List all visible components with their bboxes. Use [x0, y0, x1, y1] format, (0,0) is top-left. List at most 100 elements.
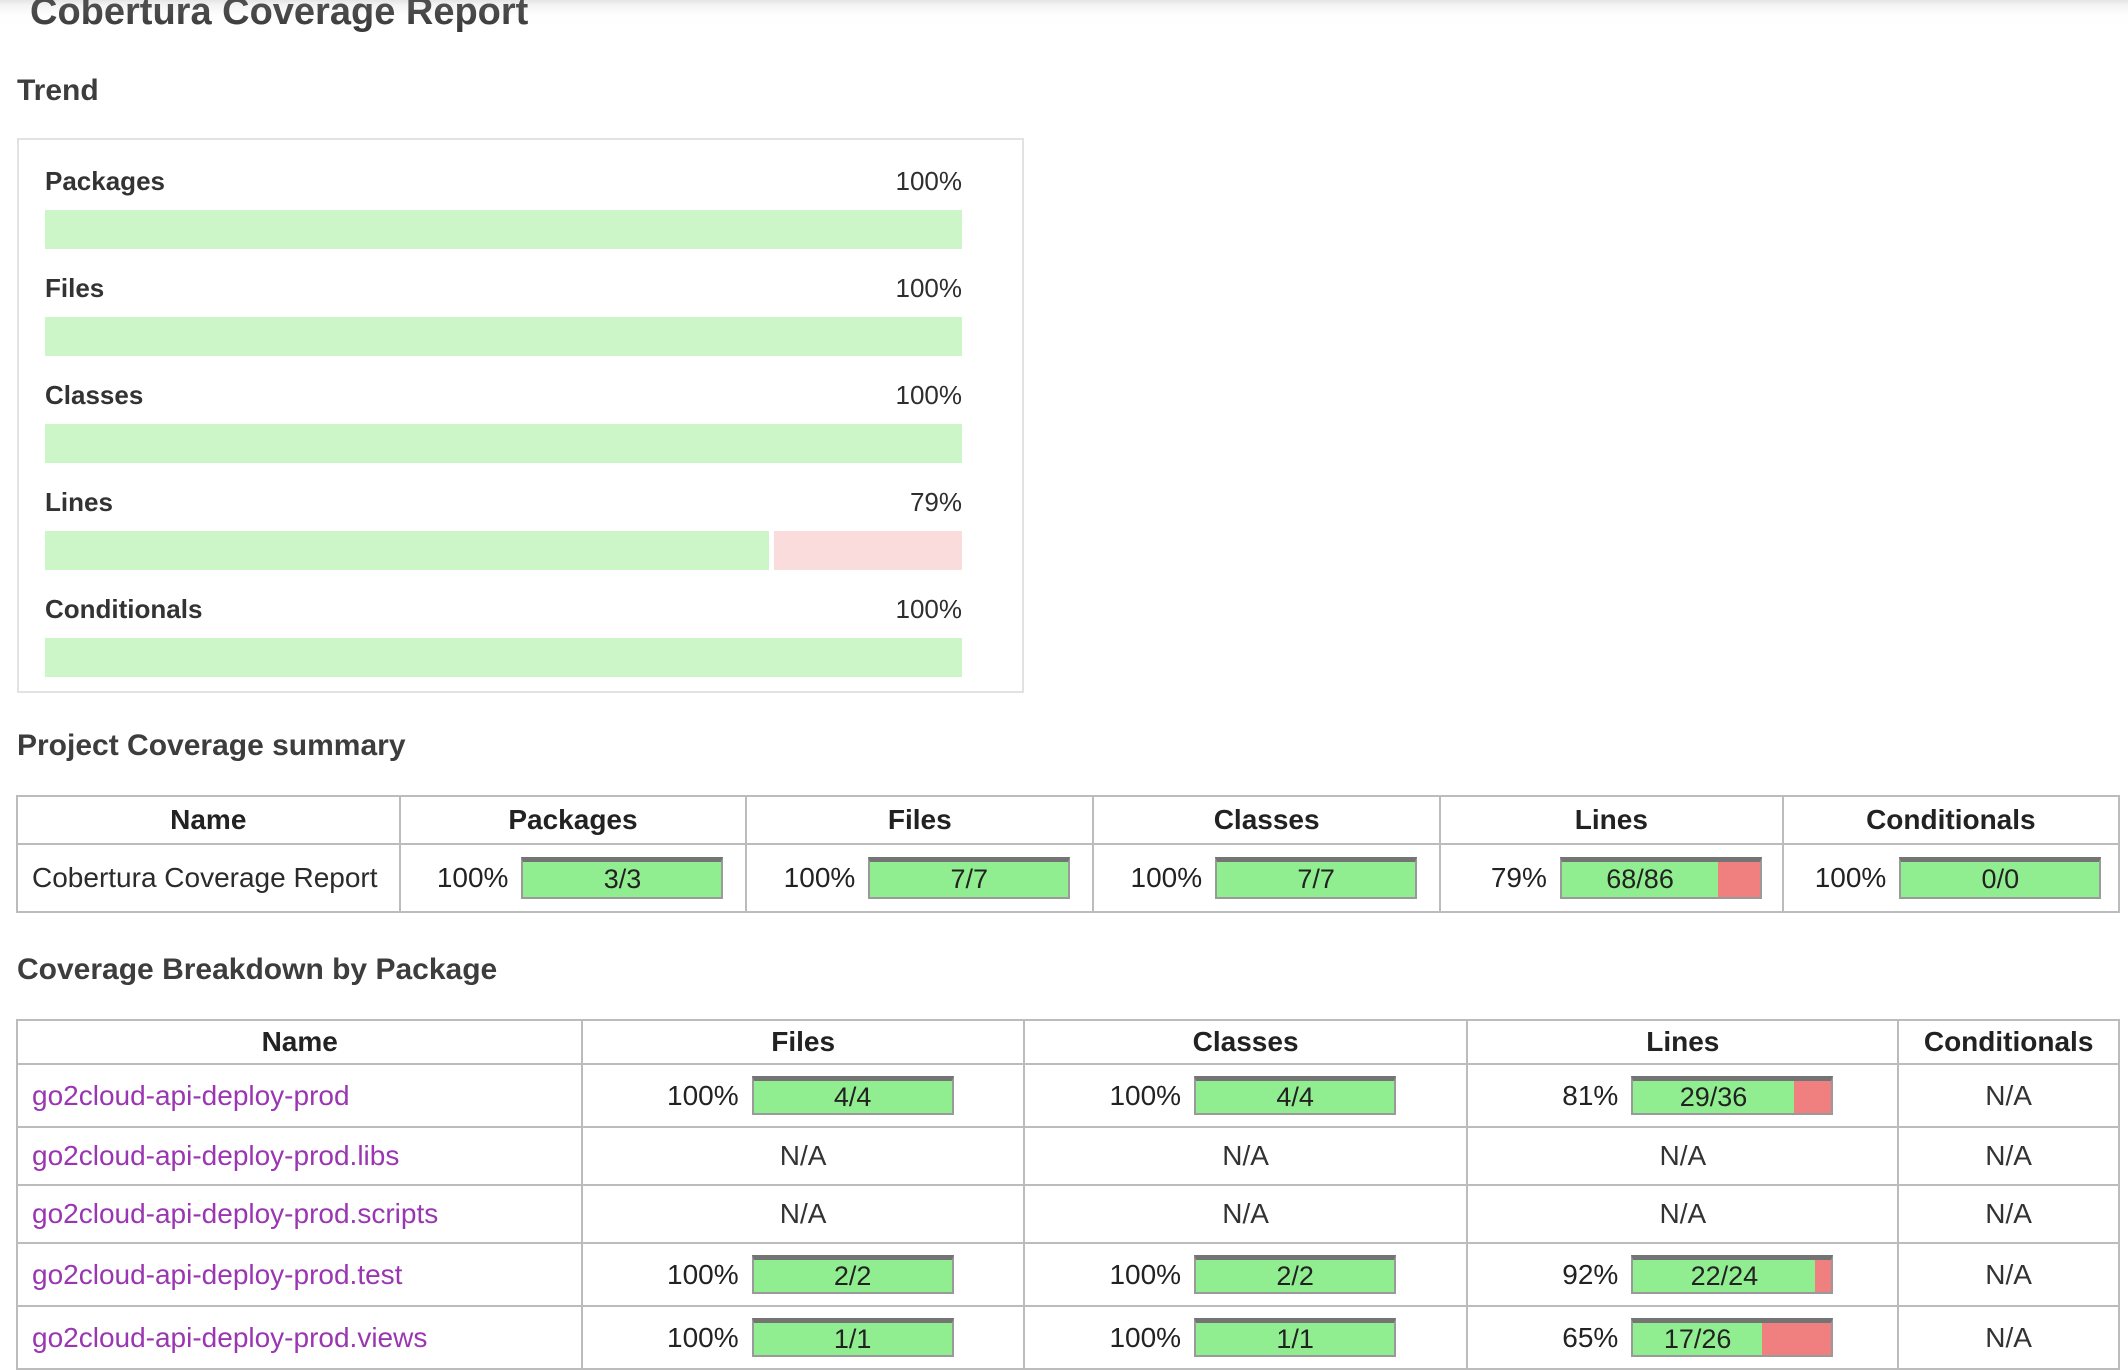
package-link[interactable]: go2cloud-api-deploy-prod.libs: [32, 1140, 400, 1171]
package-link[interactable]: go2cloud-api-deploy-prod.scripts: [32, 1198, 439, 1229]
trend-row-labels: Packages 100%: [45, 166, 962, 197]
page-title: Cobertura Coverage Report: [30, 0, 529, 33]
column-header-files: Files: [581, 1019, 1025, 1065]
trend-row-labels: Lines 79%: [45, 487, 962, 518]
name-cell: go2cloud-api-deploy-prod: [15, 1063, 584, 1128]
trend-row: Conditionals 100%: [45, 594, 962, 677]
coverage-ratio-bar: 68/86: [1559, 857, 1762, 899]
column-header-lines: Lines: [1439, 795, 1784, 845]
coverage-percent: 100%: [1109, 1258, 1182, 1290]
coverage-percent: 100%: [667, 1079, 739, 1111]
column-header-files: Files: [745, 795, 1095, 845]
table-row: go2cloud-api-deploy-prod.test 100% 2/2 100%…: [15, 1242, 2120, 1307]
coverage-cell-content: 100% 4/4: [587, 1076, 1018, 1115]
coverage-cell: 100% 4/4: [1022, 1063, 1469, 1128]
coverage-cell: 100% 7/7: [1092, 843, 1442, 913]
coverage-ratio-covered: 2/2: [753, 1260, 952, 1292]
trend-bar-uncovered-segment: [774, 531, 962, 570]
coverage-ratio-covered: 29/36: [1633, 1081, 1794, 1113]
package-link[interactable]: go2cloud-api-deploy-prod.test: [32, 1258, 403, 1290]
name-cell: go2cloud-api-deploy-prod.test: [15, 1242, 584, 1307]
trend-row: Packages 100%: [45, 166, 962, 249]
na-cell: N/A: [1466, 1126, 1900, 1186]
coverage-cell: 81% 29/36: [1466, 1063, 1900, 1128]
table-row: go2cloud-api-deploy-prod.scripts N/A N/A N/…: [15, 1184, 2120, 1244]
column-header-name: Name: [16, 795, 401, 845]
trend-bar: [45, 210, 962, 249]
coverage-cell: 79% 68/86: [1439, 843, 1784, 913]
trend-metric-percent: 100%: [895, 166, 963, 196]
coverage-cell-content: 100% 4/4: [1029, 1076, 1463, 1115]
trend-row: Lines 79%: [45, 487, 962, 570]
coverage-cell: 100% 2/2: [581, 1242, 1025, 1307]
coverage-ratio-covered: 17/26: [1633, 1323, 1762, 1355]
coverage-cell-content: 100% 1/1: [587, 1318, 1018, 1357]
na-cell: N/A: [581, 1126, 1025, 1186]
coverage-cell: 65% 17/26: [1466, 1305, 1900, 1370]
coverage-ratio-covered: 1/1: [1196, 1323, 1395, 1355]
coverage-ratio-bar: 22/24: [1631, 1255, 1834, 1294]
trend-bar-covered-segment: [45, 424, 962, 463]
coverage-ratio-covered: 1/1: [753, 1323, 952, 1355]
name-cell: Cobertura Coverage Report: [16, 843, 401, 913]
coverage-cell-content: 81% 29/36: [1472, 1076, 1893, 1115]
coverage-percent: 92%: [1562, 1258, 1619, 1290]
coverage-cell-content: 100% 2/2: [1029, 1255, 1463, 1294]
coverage-ratio-bar: 0/0: [1899, 857, 2102, 899]
coverage-ratio-bar: 3/3: [521, 857, 724, 899]
coverage-ratio-covered: 3/3: [523, 862, 722, 897]
trend-metric-label: Classes: [45, 380, 144, 410]
coverage-percent: 100%: [667, 1258, 739, 1290]
trend-bar: [45, 638, 962, 677]
coverage-ratio-covered: 7/7: [870, 862, 1069, 897]
trend-metric-percent: 100%: [895, 273, 963, 303]
trend-metric-label: Lines: [45, 487, 113, 517]
coverage-ratio-bar: 7/7: [1215, 857, 1418, 899]
coverage-percent: 100%: [1109, 1321, 1182, 1353]
trend-metric-percent: 79%: [909, 487, 962, 517]
na-cell: N/A: [1897, 1305, 2120, 1370]
coverage-ratio-bar: 29/36: [1631, 1076, 1834, 1115]
coverage-percent: 100%: [436, 862, 509, 893]
trend-bar-covered-segment: [45, 210, 962, 249]
coverage-ratio-bar: 2/2: [751, 1255, 954, 1294]
trend-row-labels: Files 100%: [45, 273, 962, 304]
coverage-cell: 100% 1/1: [581, 1305, 1025, 1370]
coverage-ratio-bar: 4/4: [1194, 1076, 1397, 1115]
coverage-cell-content: 100% 7/7: [1098, 857, 1435, 899]
column-header-packages: Packages: [398, 795, 748, 845]
coverage-cell: 100% 7/7: [745, 843, 1095, 913]
coverage-cell-content: 100% 3/3: [405, 857, 742, 899]
coverage-cell: 100% 1/1: [1022, 1305, 1469, 1370]
coverage-ratio-covered: 68/86: [1561, 862, 1719, 897]
column-header-name: Name: [15, 1019, 584, 1065]
trend-row: Classes 100%: [45, 380, 962, 463]
column-header-lines: Lines: [1466, 1019, 1900, 1065]
table-row: Cobertura Coverage Report 100% 3/3 100% 7/7 1…: [16, 843, 2121, 913]
na-cell: N/A: [1897, 1242, 2120, 1307]
na-cell: N/A: [1897, 1184, 2120, 1244]
project-coverage-summary-table: Name Packages Files Classes Lines Conditional…: [16, 795, 2121, 913]
coverage-ratio-covered: 7/7: [1217, 862, 1416, 897]
trend-metric-percent: 100%: [895, 594, 963, 624]
trend-chart: Packages 100% Files 100% Classes 100% Lines 79%…: [17, 138, 1024, 693]
name-cell: go2cloud-api-deploy-prod.libs: [15, 1126, 584, 1186]
package-link[interactable]: go2cloud-api-deploy-prod: [32, 1079, 350, 1111]
coverage-cell-content: 100% 0/0: [1788, 857, 2114, 899]
na-cell: N/A: [1897, 1126, 2120, 1186]
package-link[interactable]: go2cloud-api-deploy-prod.views: [32, 1321, 428, 1353]
coverage-ratio-bar: 4/4: [751, 1076, 954, 1115]
column-header-classes: Classes: [1092, 795, 1442, 845]
table-header-row: Name Packages Files Classes Lines Conditional…: [16, 795, 2121, 845]
column-header-classes: Classes: [1022, 1019, 1469, 1065]
coverage-percent: 100%: [1814, 862, 1887, 893]
coverage-percent: 81%: [1562, 1079, 1619, 1111]
coverage-cell-content: 100% 7/7: [751, 857, 1088, 899]
column-header-conditionals: Conditionals: [1781, 795, 2121, 845]
coverage-cell-content: 65% 17/26: [1472, 1318, 1893, 1357]
coverage-ratio-bar: 7/7: [868, 857, 1071, 899]
trend-bar: [45, 531, 962, 570]
coverage-ratio-covered: 4/4: [1196, 1081, 1395, 1113]
coverage-cell-content: 100% 2/2: [587, 1255, 1018, 1294]
coverage-percent: 100%: [1109, 1079, 1182, 1111]
